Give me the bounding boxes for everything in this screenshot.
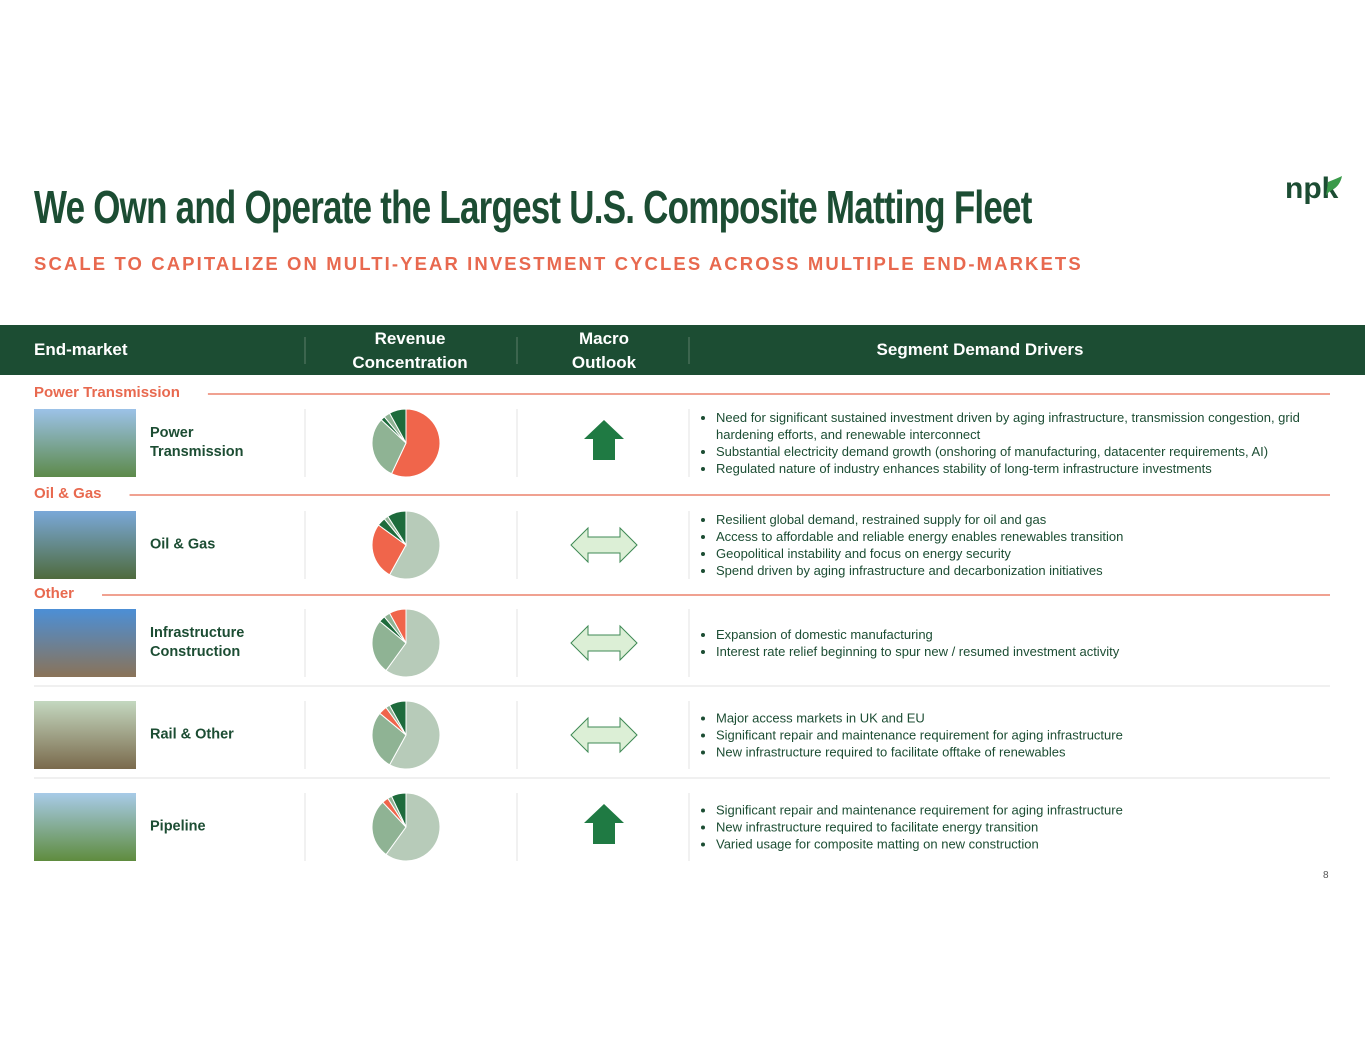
photo (34, 609, 136, 677)
pie-slice (388, 608, 407, 644)
photo (34, 511, 136, 579)
end-market-name: Infrastructure Construction (150, 625, 245, 660)
pie-slice (388, 700, 441, 770)
driver-list: Resilient global demand, restrained supp… (700, 511, 1346, 579)
pie-slice (371, 620, 407, 672)
driver-list: Significant repair and maintenance requi… (700, 802, 1346, 853)
photo (34, 701, 136, 769)
end-market-name: Rail & Other (150, 726, 234, 743)
page-number: 8 (1323, 870, 1329, 881)
arrow-up (584, 420, 624, 460)
pie-slice (390, 408, 441, 478)
logo-leaf (1326, 176, 1342, 196)
column-header: End-market (34, 340, 128, 359)
driver: Access to affordable and reliable energy… (716, 528, 1346, 545)
pie-slice (371, 801, 407, 856)
driver: Spend driven by aging infrastructure and… (716, 562, 1346, 579)
driver: New infrastructure required to facilitat… (716, 744, 1346, 761)
photo (34, 793, 136, 861)
driver: Varied usage for composite matting on ne… (716, 836, 1346, 853)
driver-list: Expansion of domestic manufacturingInter… (700, 626, 1346, 660)
title: We Own and Operate the Largest U.S. Comp… (34, 181, 1032, 233)
driver: Significant repair and maintenance requi… (716, 802, 1346, 819)
section-label: Other (34, 585, 75, 602)
end-market-name: Pipeline (150, 818, 206, 835)
driver: Substantial electricity demand growth (o… (716, 443, 1346, 460)
pie-slice (390, 792, 407, 828)
subtitle: SCALE TO CAPITALIZE ON MULTI-YEAR INVEST… (34, 253, 1083, 274)
driver: Need for significant sustained investmen… (716, 409, 1346, 443)
table-header (0, 325, 1365, 375)
pie-slice (385, 608, 441, 678)
driver: Significant repair and maintenance requi… (716, 727, 1346, 744)
pie-slice (371, 712, 407, 766)
pie-slice (371, 524, 407, 576)
driver: Expansion of domestic manufacturing (716, 626, 1346, 643)
driver: Resilient global demand, restrained supp… (716, 511, 1346, 528)
column-header: Segment Demand Drivers (876, 340, 1084, 359)
driver: Geopolitical instability and focus on en… (716, 545, 1346, 562)
driver: New infrastructure required to facilitat… (716, 819, 1346, 836)
driver: Regulated nature of industry enhances st… (716, 460, 1346, 477)
column-header: Revenue Concentration (352, 329, 468, 372)
photo (34, 409, 136, 477)
arrow-up (584, 804, 624, 844)
pie-slice (388, 510, 441, 580)
column-header: Macro Outlook (571, 329, 637, 372)
arrow-both (570, 624, 638, 662)
driver: Major access markets in UK and EU (716, 710, 1346, 727)
section-label: Oil & Gas (34, 485, 102, 502)
pie-slice (385, 792, 441, 862)
driver-list: Major access markets in UK and EUSignifi… (700, 710, 1346, 761)
pie-slice (371, 419, 407, 475)
driver-list: Need for significant sustained investmen… (700, 409, 1346, 477)
pie-slice (387, 510, 407, 547)
end-market-name: Power Transmission (150, 425, 244, 460)
arrow-both (570, 526, 638, 564)
driver: Interest rate relief beginning to spur n… (716, 643, 1346, 660)
arrow-both (570, 716, 638, 754)
section-label: Power Transmission (34, 384, 180, 401)
pie-slice (388, 408, 407, 444)
end-market-name: Oil & Gas (150, 536, 216, 553)
pie-slice (388, 700, 407, 736)
